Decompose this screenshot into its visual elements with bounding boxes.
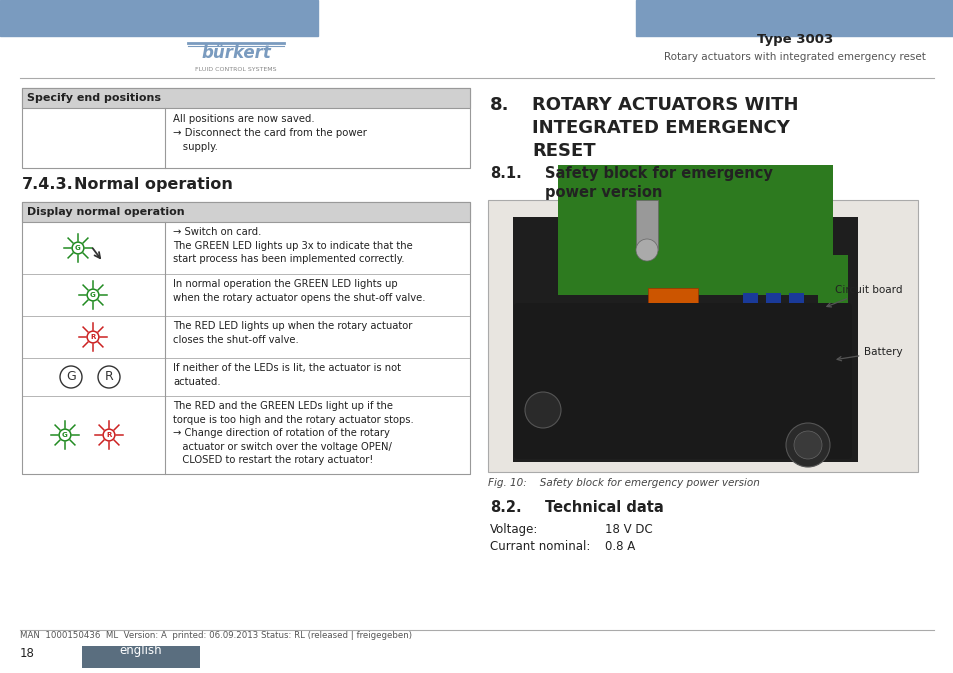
- Text: 7.4.3.: 7.4.3.: [22, 177, 73, 192]
- Bar: [22, 88, 470, 108]
- Text: All positions are now saved.
→ Disconnect the card from the power
   supply.: All positions are now saved. → Disconnec…: [172, 114, 367, 152]
- Bar: [0, 0, 317, 36]
- Bar: [647, 288, 698, 328]
- Text: G: G: [75, 245, 81, 251]
- FancyBboxPatch shape: [514, 303, 851, 459]
- Text: Voltage:: Voltage:: [490, 523, 537, 536]
- Text: R: R: [91, 334, 95, 340]
- Text: The RED and the GREEN LEDs light up if the
torque is too high and the rotary act: The RED and the GREEN LEDs light up if t…: [172, 401, 414, 466]
- Text: Circuit board: Circuit board: [826, 285, 902, 307]
- Text: MAN  1000150436  ML  Version: A  printed: 06.09.2013 Status: RL (released | frei: MAN 1000150436 ML Version: A printed: 06…: [20, 631, 412, 640]
- Text: Safety block for emergency
power version: Safety block for emergency power version: [544, 166, 772, 200]
- Text: Normal operation: Normal operation: [74, 177, 233, 192]
- Text: In normal operation the GREEN LED lights up
when the rotary actuator opens the s: In normal operation the GREEN LED lights…: [172, 279, 425, 303]
- Text: The RED LED lights up when the rotary actuator
closes the shut-off valve.: The RED LED lights up when the rotary ac…: [172, 321, 412, 345]
- Text: Display normal operation: Display normal operation: [27, 207, 185, 217]
- Bar: [22, 88, 470, 168]
- Text: R: R: [106, 432, 112, 438]
- Text: english: english: [119, 644, 162, 657]
- Text: G: G: [62, 432, 68, 438]
- Text: Rotary actuators with integrated emergency reset: Rotary actuators with integrated emergen…: [663, 52, 925, 62]
- Text: Specify end positions: Specify end positions: [27, 93, 161, 103]
- Bar: [636, 200, 658, 250]
- Circle shape: [524, 392, 560, 428]
- Text: ROTARY ACTUATORS WITH
INTEGRATED EMERGENCY
RESET: ROTARY ACTUATORS WITH INTEGRATED EMERGEN…: [532, 96, 798, 160]
- Text: 18 V DC: 18 V DC: [604, 523, 652, 536]
- Bar: [82, 646, 200, 668]
- Bar: [488, 200, 917, 472]
- Text: 18: 18: [20, 647, 35, 660]
- Text: Type 3003: Type 3003: [756, 33, 832, 46]
- Bar: [817, 255, 847, 345]
- Text: G: G: [90, 292, 95, 298]
- Bar: [765, 293, 781, 325]
- Text: FLUID CONTROL SYSTEMS: FLUID CONTROL SYSTEMS: [195, 67, 276, 72]
- Text: Currant nominal:: Currant nominal:: [490, 540, 590, 553]
- Bar: [22, 202, 470, 474]
- Text: 0.8 A: 0.8 A: [604, 540, 635, 553]
- Bar: [742, 293, 758, 325]
- Circle shape: [785, 423, 829, 467]
- Text: If neither of the LEDs is lit, the actuator is not
actuated.: If neither of the LEDs is lit, the actua…: [172, 363, 400, 386]
- Bar: [558, 165, 832, 295]
- Text: bürkert: bürkert: [201, 44, 271, 62]
- Bar: [22, 202, 470, 222]
- Circle shape: [793, 431, 821, 459]
- Circle shape: [636, 239, 658, 261]
- Text: Technical data: Technical data: [544, 500, 663, 515]
- Text: → Switch on card.
The GREEN LED lights up 3x to indicate that the
start process : → Switch on card. The GREEN LED lights u…: [172, 227, 413, 264]
- Bar: [513, 217, 857, 462]
- Bar: [788, 293, 803, 325]
- Text: Fig. 10:    Safety block for emergency power version: Fig. 10: Safety block for emergency powe…: [488, 478, 760, 488]
- Text: 8.2.: 8.2.: [490, 500, 521, 515]
- Text: G: G: [66, 371, 76, 384]
- Text: Battery: Battery: [836, 347, 902, 361]
- Bar: [636, 0, 953, 36]
- Text: 8.: 8.: [490, 96, 509, 114]
- Text: R: R: [105, 371, 113, 384]
- Text: 8.1.: 8.1.: [490, 166, 521, 181]
